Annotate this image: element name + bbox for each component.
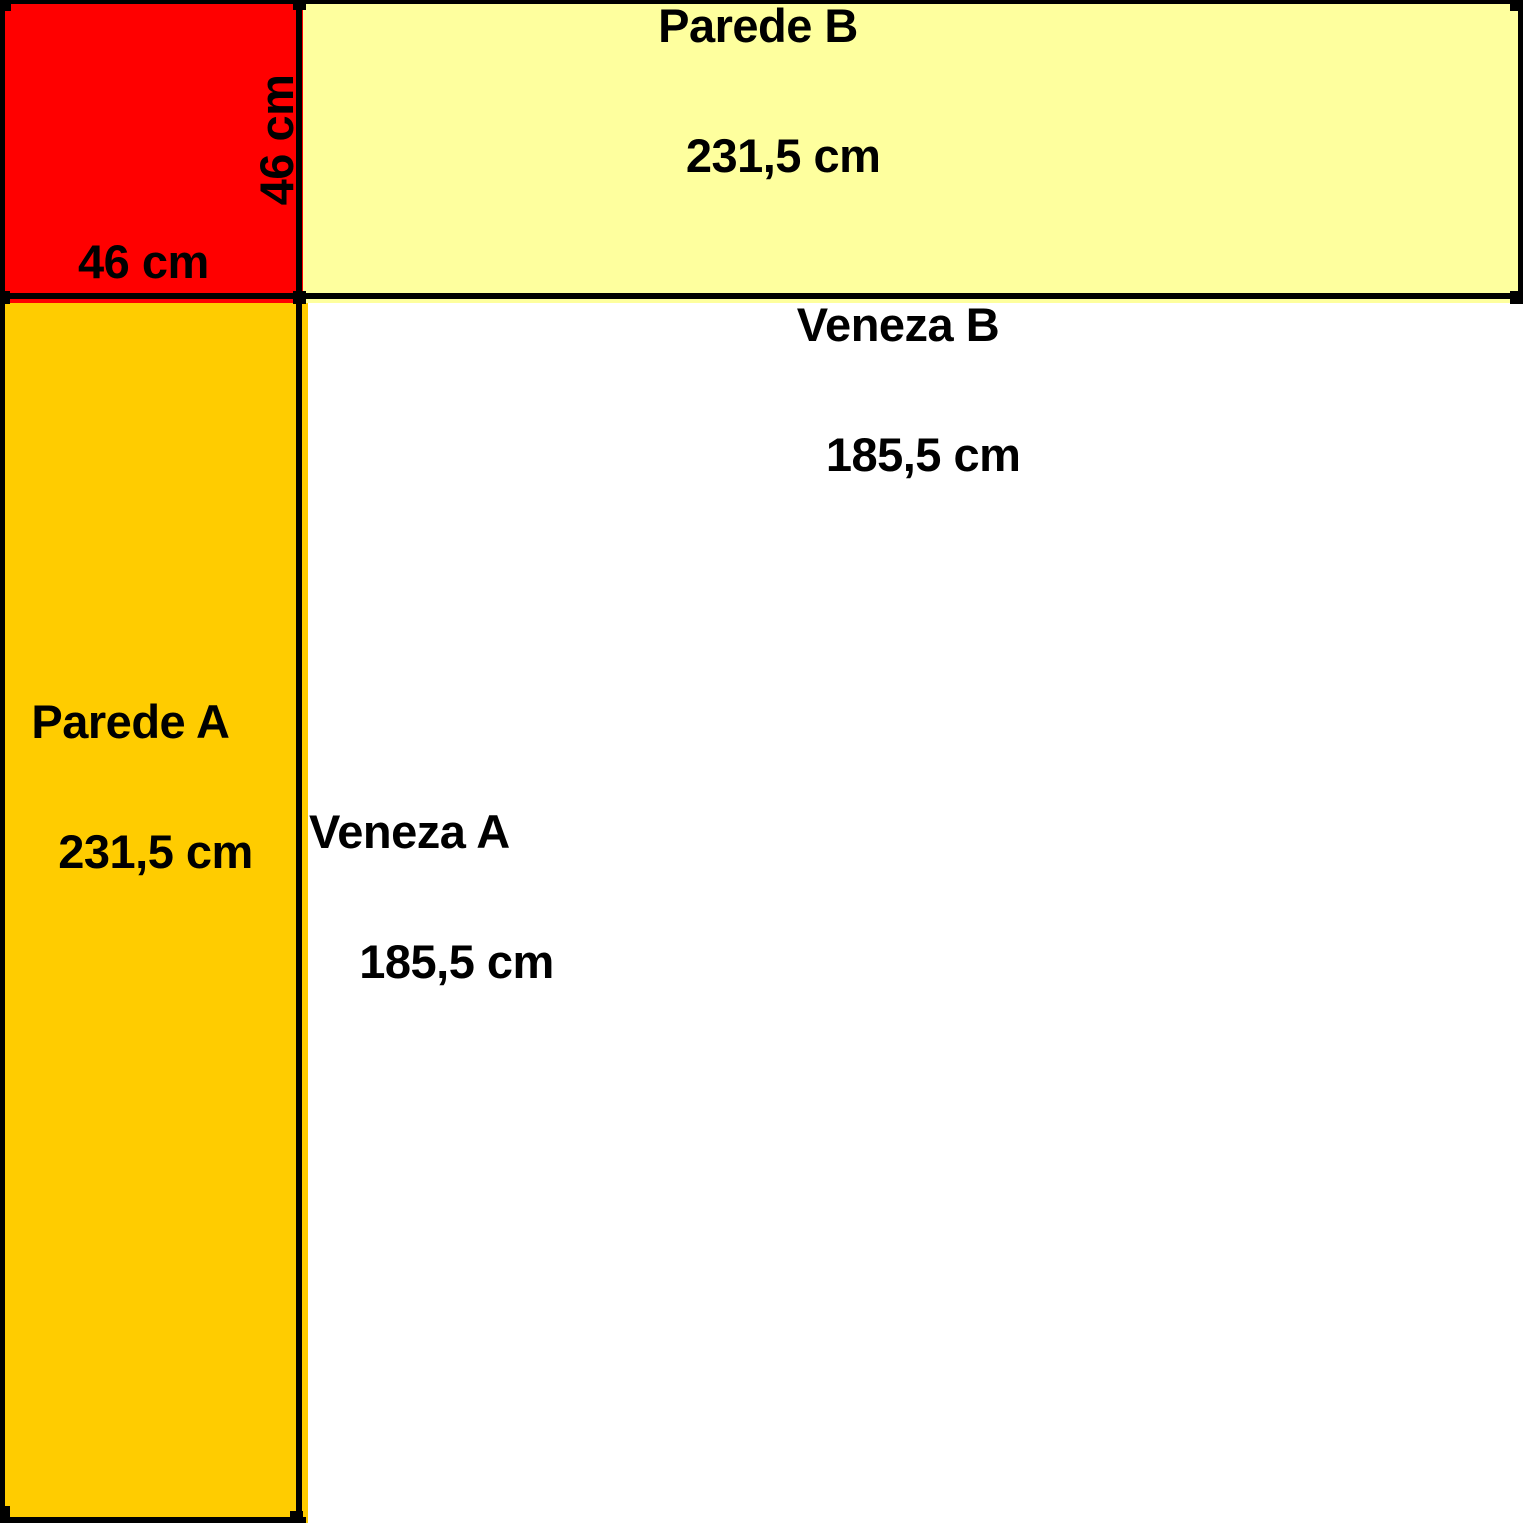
- horizontal-divider-line: [0, 293, 1523, 299]
- vertex-point-top-left[interactable]: [0, 0, 11, 11]
- vertical-divider-line: [296, 0, 302, 1521]
- veneza-b-name: Veneza B: [796, 298, 1000, 351]
- parede-b-measure: 231,5 cm: [685, 129, 881, 182]
- parede-b-rectangle[interactable]: [303, 0, 1523, 303]
- parede-b-name: Parede B: [658, 0, 858, 52]
- right-border-line: [1518, 0, 1523, 300]
- vertex-point-top-right[interactable]: [1510, 0, 1523, 11]
- parede-a-name: Parede A: [31, 695, 230, 748]
- corner-square[interactable]: [0, 0, 303, 303]
- vertex-point-middle-left[interactable]: [0, 291, 10, 304]
- vertex-point-middle-right[interactable]: [1510, 291, 1523, 304]
- left-border-line: [0, 0, 5, 1517]
- parede-a-rectangle[interactable]: [0, 303, 308, 1523]
- parede-a-label: Parede A 231,5 cm: [8, 689, 253, 884]
- corner-width-label: 46 cm: [78, 235, 209, 288]
- bottom-border-line: [0, 1517, 306, 1523]
- parede-b-label: Parede B 231,5 cm: [636, 0, 881, 188]
- vertex-point-top-middle[interactable]: [293, 0, 306, 10]
- vertex-point-bottom-left[interactable]: [0, 1506, 10, 1519]
- veneza-b-measure: 185,5 cm: [825, 428, 1021, 481]
- veneza-a-name: Veneza A: [309, 805, 510, 858]
- parede-a-measure: 231,5 cm: [58, 825, 253, 878]
- veneza-a-label: Veneza A 185,5 cm: [309, 799, 554, 994]
- top-border-line: [0, 0, 1523, 4]
- corner-height-label: 46 cm: [250, 74, 303, 206]
- vertex-point-bottom-middle[interactable]: [290, 1511, 303, 1523]
- veneza-b-label: Veneza B 185,5 cm: [776, 292, 1021, 487]
- vertex-point-center[interactable]: [293, 291, 306, 304]
- veneza-a-measure: 185,5 cm: [359, 935, 554, 988]
